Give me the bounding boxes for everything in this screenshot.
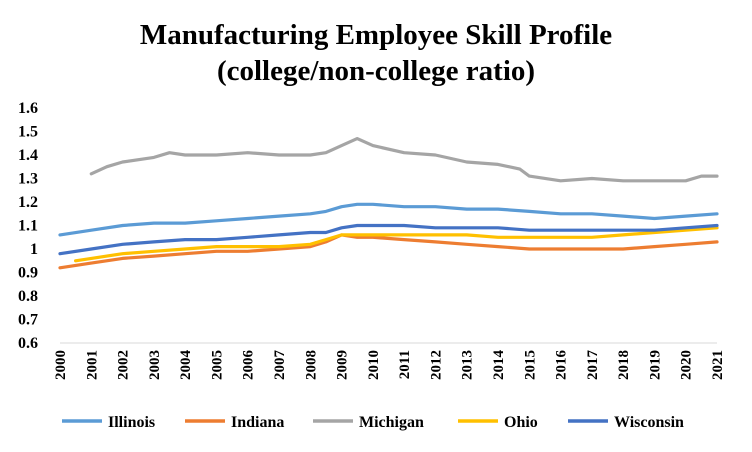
y-tick-label: 1.4 [18,147,38,164]
legend-label-ohio: Ohio [504,414,538,431]
legend-label-michigan: Michigan [359,414,424,431]
x-tick-label: 2011 [397,350,413,379]
series-line-wisconsin [58,223,719,256]
x-tick-label: 2000 [53,350,69,380]
x-tick-label: 2001 [84,350,100,380]
x-tick-label: 2020 [679,350,695,380]
x-tick-label: 2013 [460,350,476,380]
x-tick-label: 2021 [710,350,726,380]
x-tick-label: 2015 [522,350,538,380]
series-lines [58,137,719,270]
y-tick-label: 1.1 [18,218,38,235]
series-line-illinois [58,202,719,237]
x-tick-label: 2019 [647,350,663,380]
y-tick-label: 1.2 [18,194,38,211]
y-tick-label: 1 [30,241,38,258]
legend-label-wisconsin: Wisconsin [614,414,684,431]
series-line-ohio [74,226,719,263]
chart-title-line-2: (college/non-college ratio) [217,55,535,87]
y-tick-label: 0.6 [18,335,38,352]
x-axis-ticks: 2000 2001 2002 2003 2004 2005 2006 2007 2008 2009… [53,350,726,381]
y-tick-label: 0.9 [18,265,38,282]
x-tick-label: 2016 [554,350,570,381]
y-tick-label: 1.6 [18,100,38,117]
y-tick-label: 0.8 [18,288,38,305]
x-tick-label: 2006 [241,350,257,381]
x-tick-label: 2002 [116,350,132,380]
x-tick-label: 2007 [272,350,288,381]
y-tick-label: 1.5 [18,124,38,141]
legend: Illinois Indiana Michigan Ohio Wisconsin [62,414,684,431]
series-line-indiana [58,233,719,270]
x-tick-label: 2005 [209,350,225,380]
x-tick-label: 2010 [366,350,382,380]
x-tick-label: 2008 [303,350,319,380]
series-line-michigan [89,137,719,183]
legend-label-indiana: Indiana [231,414,284,431]
x-tick-label: 2009 [335,350,351,380]
y-tick-label: 0.7 [18,312,38,329]
chart-title: Manufacturing Employee Skill Profile (co… [140,19,612,87]
y-tick-label: 1.3 [18,171,38,188]
x-tick-label: 2014 [491,350,507,381]
y-axis-ticks: 0.6 0.7 0.8 0.9 1 1.1 1.2 1.3 1.4 1.5 1.6 [18,100,38,352]
legend-label-illinois: Illinois [108,414,155,431]
x-tick-label: 2018 [616,350,632,380]
x-tick-label: 2003 [147,350,163,380]
x-tick-label: 2012 [428,350,444,380]
chart-title-line-1: Manufacturing Employee Skill Profile [140,19,612,51]
x-tick-label: 2017 [585,350,601,381]
x-tick-label: 2004 [178,350,194,381]
